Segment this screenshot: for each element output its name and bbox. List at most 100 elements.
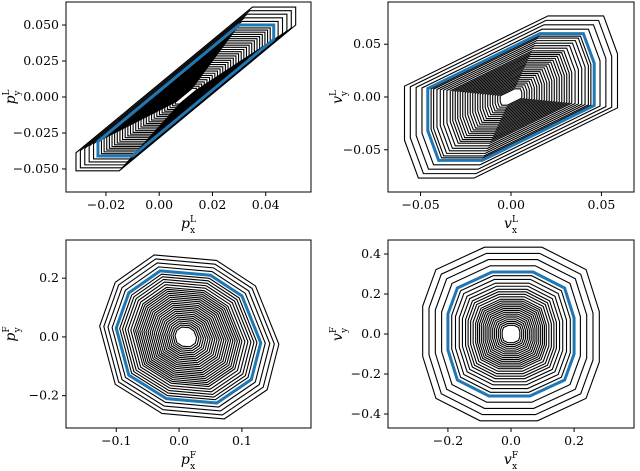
y-tick-label: 0.00 [353, 89, 381, 104]
contour-line-28 [107, 262, 271, 412]
contour-group [99, 254, 280, 420]
x-tick-label: 0.2 [564, 433, 584, 448]
contour-line-17 [467, 291, 555, 377]
contour-line-9 [477, 71, 545, 123]
x-tick-label: −0.2 [433, 433, 463, 448]
contour-line-19 [452, 52, 570, 142]
x-tick-label: 0.0 [169, 433, 189, 448]
contour-line-23 [439, 42, 583, 152]
contour-line-3 [492, 82, 530, 112]
contour-line-20 [132, 286, 243, 388]
contour-line-28 [421, 28, 601, 166]
y-tick-label: 0.2 [39, 270, 59, 285]
contour-line-21 [454, 278, 568, 390]
contour-line-16 [141, 294, 234, 380]
contour-line-26 [428, 252, 594, 416]
contour-line-22 [443, 45, 579, 149]
contour-line-15 [472, 296, 550, 372]
highlight-contour [114, 269, 263, 405]
contour-line-31 [88, 17, 284, 163]
axes-frame [387, 1, 635, 193]
contour-line-24 [441, 265, 581, 403]
y-tick-label: 0.000 [23, 89, 59, 104]
contour-line-2 [497, 321, 525, 347]
contour-line-12 [469, 65, 553, 129]
contour-line-8 [486, 309, 536, 359]
contour-line-12 [478, 302, 544, 366]
y-tick-label: −0.025 [13, 125, 59, 140]
contour-line-20 [449, 50, 573, 144]
y-tick-label: −0.050 [13, 161, 59, 176]
y-tick-label: 0.0 [361, 326, 381, 341]
contour-line-18 [137, 290, 238, 384]
contour-line-1 [497, 86, 525, 108]
contour-line-0 [499, 88, 523, 106]
contour-line-4 [489, 80, 533, 114]
contour-line-13 [477, 300, 545, 368]
contour-line-1 [499, 322, 523, 346]
contour-line-33 [79, 10, 292, 169]
contour-line-26 [430, 35, 592, 159]
y-axis-label: vLy [329, 90, 350, 104]
y-tick-label: −0.4 [351, 406, 381, 421]
contour-line-2 [170, 322, 202, 352]
contour-line-8 [479, 73, 543, 121]
x-tick-label: −0.05 [401, 197, 439, 212]
y-tick-label: −0.2 [29, 388, 59, 403]
contour-line-29 [415, 24, 607, 170]
contour-line-13 [467, 63, 555, 131]
chart-panel-bottom-left: −0.1 0.0 0.1 −0.2 0.0 0.2 pF x pFy [2, 239, 312, 471]
contour-line-31 [403, 15, 619, 179]
chart-panel-top-right: −0.05 0.00 0.05 −0.05 0.00 0.05 vL x vLy [329, 1, 635, 236]
contour-group [422, 246, 600, 422]
contour-line-12 [149, 302, 225, 372]
contour-line-30 [93, 20, 279, 160]
x-tick-label: 0.02 [199, 197, 227, 212]
contour-line-3 [495, 319, 527, 349]
contour-line-3 [168, 320, 205, 354]
contour-line-7 [482, 74, 540, 120]
x-tick-label: −0.02 [87, 197, 125, 212]
x-axis-label: pF x [181, 451, 196, 471]
x-tick-label: 0.0 [501, 433, 521, 448]
contour-line-22 [127, 281, 249, 393]
contour-line-10 [153, 306, 220, 368]
x-tick-label: −0.1 [101, 433, 131, 448]
contour-line-18 [454, 54, 568, 140]
contour-line-24 [121, 276, 255, 398]
contour-line-16 [459, 57, 563, 137]
axes-frame [387, 239, 635, 429]
contour-line-27 [422, 246, 600, 422]
x-tick-label: 0.04 [252, 197, 280, 212]
contour-line-15 [143, 296, 232, 378]
contour-line-30 [409, 19, 613, 175]
contour-line-29 [103, 258, 275, 416]
contour-line-6 [484, 76, 538, 118]
contour-line-2 [494, 84, 528, 110]
contour-line-0 [174, 326, 198, 348]
x-tick-label: 0.05 [588, 197, 616, 212]
axes-frame [65, 239, 312, 429]
y-tick-label: −0.05 [343, 142, 381, 157]
contour-line-13 [147, 300, 227, 374]
y-axis-label: pLy [2, 89, 23, 104]
x-axis-label: vL x [504, 215, 518, 236]
y-tick-label: 0.2 [361, 286, 381, 301]
x-axis-label: vF x [504, 451, 518, 471]
contour-line-23 [124, 278, 252, 396]
contour-line-11 [480, 304, 542, 364]
contour-line-25 [119, 273, 258, 401]
y-axis-label: pFy [2, 326, 23, 341]
contour-line-21 [446, 47, 576, 147]
contour-line-15 [462, 59, 560, 135]
contour-line-32 [84, 13, 288, 166]
x-tick-label: 0.00 [497, 197, 525, 212]
highlight-contour [446, 270, 576, 398]
contour-line-1 [172, 324, 200, 350]
x-tick-label: 0.00 [145, 197, 173, 212]
contour-line-11 [151, 304, 223, 370]
contour-group [403, 15, 619, 179]
contour-line-10 [474, 69, 548, 125]
contour-line-17 [457, 55, 565, 139]
